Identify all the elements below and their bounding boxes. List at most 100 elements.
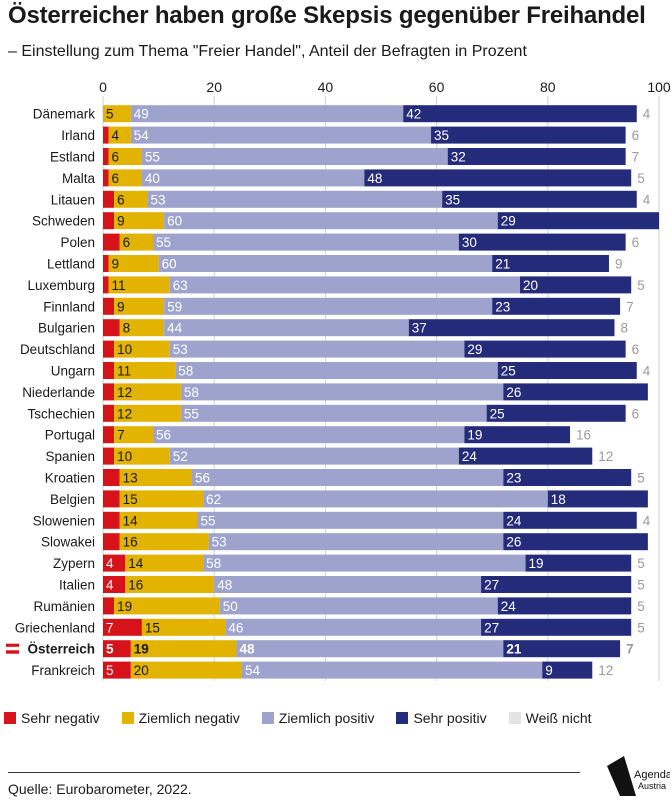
bar-segment bbox=[103, 597, 115, 615]
bar-segment bbox=[119, 490, 204, 508]
data-label: 11 bbox=[112, 278, 126, 293]
bar-segment bbox=[103, 255, 109, 272]
bar-segment bbox=[103, 276, 109, 294]
data-label: 25 bbox=[490, 406, 505, 421]
category-label: Rumänien bbox=[33, 599, 95, 614]
data-label: 46 bbox=[228, 620, 243, 635]
bar-segment bbox=[130, 661, 242, 679]
bar-segment bbox=[403, 105, 637, 123]
bar-segment bbox=[141, 618, 226, 636]
bar-segment bbox=[130, 105, 404, 123]
bar-segment bbox=[114, 297, 165, 315]
data-label: 9 bbox=[117, 299, 125, 314]
x-tick-label: 20 bbox=[206, 82, 222, 95]
data-label: 7 bbox=[106, 620, 114, 635]
data-label: 6 bbox=[112, 150, 120, 165]
data-label: 56 bbox=[156, 428, 171, 443]
data-label: 4 bbox=[643, 513, 651, 528]
data-label: 9 bbox=[545, 663, 553, 678]
data-label: 11 bbox=[117, 364, 131, 379]
data-label: 16 bbox=[123, 535, 138, 550]
legend-swatch bbox=[121, 712, 134, 724]
data-label: 52 bbox=[173, 449, 188, 464]
legend-item: Weiß nicht bbox=[508, 710, 592, 726]
bar-segment bbox=[119, 469, 192, 486]
data-label: 54 bbox=[134, 128, 150, 143]
data-label: 15 bbox=[145, 620, 160, 635]
bar-segment bbox=[119, 511, 198, 529]
bar-segment bbox=[458, 233, 626, 251]
category-label: Litauen bbox=[51, 192, 95, 207]
data-label: 7 bbox=[626, 299, 634, 314]
bar-segment bbox=[242, 661, 543, 679]
data-label: 23 bbox=[495, 299, 510, 314]
data-label: 53 bbox=[150, 192, 165, 207]
bar-segment bbox=[503, 383, 648, 401]
data-label: 16 bbox=[576, 428, 591, 443]
category-label: Malta bbox=[62, 171, 96, 186]
category-label: Lettland bbox=[47, 257, 95, 272]
data-label: 26 bbox=[506, 535, 521, 550]
data-label: 19 bbox=[529, 556, 544, 571]
data-label: 24 bbox=[462, 449, 478, 464]
data-label: 55 bbox=[201, 513, 216, 528]
data-label: 58 bbox=[178, 364, 193, 379]
bar-segment bbox=[130, 640, 237, 658]
bar-segment bbox=[103, 511, 120, 529]
legend-swatch bbox=[508, 712, 521, 724]
data-label: 12 bbox=[598, 663, 613, 678]
bar-segment bbox=[203, 554, 526, 572]
legend-label: Sehr negativ bbox=[21, 710, 100, 726]
bar-segment bbox=[114, 447, 170, 465]
legend-label: Sehr positiv bbox=[413, 710, 487, 726]
data-label: 9 bbox=[112, 257, 120, 272]
category-label: Portugal bbox=[45, 428, 95, 443]
bar-segment bbox=[503, 511, 637, 529]
legend-label: Ziemlich positiv bbox=[278, 710, 375, 726]
category-label: Italien bbox=[59, 578, 95, 593]
data-label: 5 bbox=[106, 663, 114, 678]
bar-segment bbox=[180, 404, 487, 422]
x-tick-label: 40 bbox=[318, 82, 334, 95]
data-label: 5 bbox=[637, 471, 645, 486]
bar-segment bbox=[547, 490, 648, 508]
bar-segment bbox=[103, 533, 120, 551]
bar-segment bbox=[164, 212, 498, 230]
data-label: 5 bbox=[106, 642, 114, 657]
bar-segment bbox=[103, 297, 115, 315]
bar-segment bbox=[464, 426, 571, 444]
category-label: Belgien bbox=[50, 492, 95, 507]
bar-segment bbox=[153, 426, 465, 444]
bar-segment bbox=[103, 126, 109, 144]
bar-segment bbox=[180, 383, 504, 401]
bar-segment bbox=[153, 233, 459, 251]
bar-segment bbox=[464, 340, 626, 358]
bar-segment bbox=[197, 511, 504, 529]
data-label: 10 bbox=[117, 342, 132, 357]
data-label: 21 bbox=[495, 257, 510, 272]
data-label: 24 bbox=[501, 599, 517, 614]
bar-segment bbox=[103, 490, 120, 508]
bar-segment bbox=[103, 190, 115, 208]
category-label: Spanien bbox=[45, 449, 95, 464]
bar-segment bbox=[103, 340, 115, 358]
data-label: 6 bbox=[117, 192, 125, 207]
data-label: 60 bbox=[162, 257, 177, 272]
data-label: 58 bbox=[206, 556, 221, 571]
data-label: 54 bbox=[245, 663, 261, 678]
bar-segment bbox=[147, 190, 443, 208]
bar-segment bbox=[103, 618, 142, 636]
bar-segment bbox=[492, 255, 609, 272]
data-label: 4 bbox=[106, 578, 114, 593]
bar-segment bbox=[364, 169, 632, 187]
data-label: 18 bbox=[551, 492, 566, 507]
logo-line1: Agenda bbox=[634, 769, 670, 781]
data-label: 21 bbox=[506, 642, 522, 657]
data-label: 27 bbox=[484, 620, 499, 635]
austria-flag-icon bbox=[6, 643, 19, 648]
data-label: 59 bbox=[167, 299, 182, 314]
bar-segment bbox=[164, 297, 493, 315]
data-label: 5 bbox=[637, 556, 645, 571]
bar-segment bbox=[164, 319, 409, 337]
category-label: Ungarn bbox=[51, 364, 95, 379]
